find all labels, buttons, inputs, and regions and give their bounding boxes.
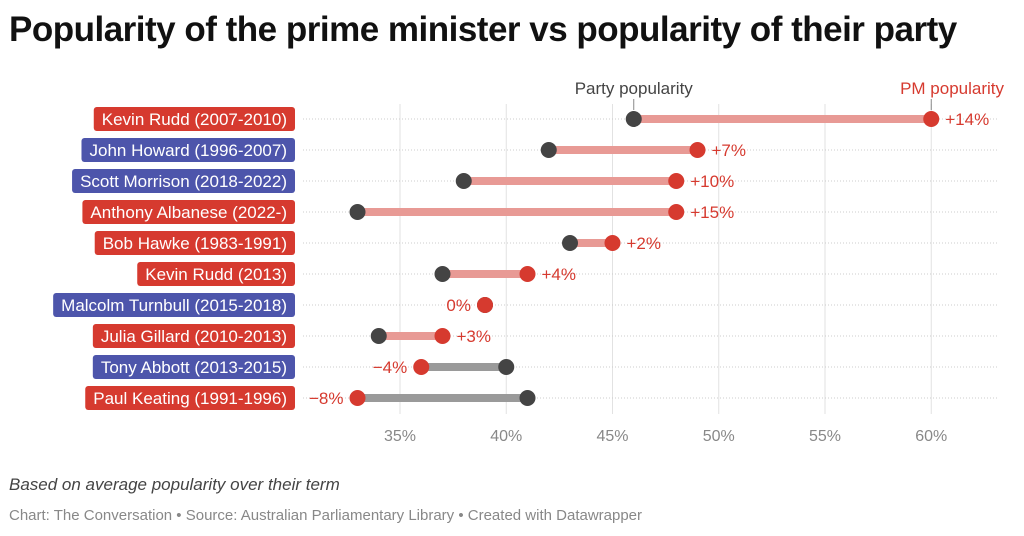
party-label-pill (85, 386, 295, 410)
row-label: Bob Hawke (1983-1991) (103, 234, 287, 253)
difference-label: −4% (373, 358, 408, 377)
difference-label: +14% (945, 110, 989, 129)
pm-popularity-dot (434, 328, 451, 344)
row-label: Kevin Rudd (2007-2010) (102, 110, 287, 129)
pm-popularity-dot (668, 173, 685, 189)
party-popularity-dot (562, 235, 578, 251)
x-tick-label: 60% (915, 428, 947, 445)
difference-label: +15% (690, 203, 734, 222)
difference-label: −8% (309, 389, 344, 408)
difference-label: 0% (446, 296, 471, 315)
difference-label: +3% (457, 327, 492, 346)
row-label: John Howard (1996-2007) (89, 141, 287, 160)
pm-popularity-dot (519, 266, 536, 282)
row-label: Tony Abbott (2013-2015) (101, 358, 287, 377)
party-label-pill (93, 107, 295, 131)
x-tick-label: 50% (703, 428, 735, 445)
party-popularity-dot (349, 204, 366, 220)
legend-party-label: Party popularity (575, 79, 694, 98)
pm-popularity-dot (604, 235, 621, 251)
difference-label: +4% (542, 265, 577, 284)
difference-label: +2% (627, 234, 662, 253)
pm-popularity-dot (349, 390, 366, 406)
x-tick-label: 40% (490, 428, 522, 445)
pm-popularity-dot (413, 359, 430, 375)
dumbbell-chart: 35% 40% 45% 50% 55% 60% Party popularity PM pop… (53, 79, 1004, 445)
row-label: Malcolm Turnbull (2015-2018) (61, 296, 287, 315)
row-label: Anthony Albanese (2022-) (90, 203, 287, 222)
party-label-pill (137, 262, 295, 286)
row-label: Julia Gillard (2010-2013) (101, 327, 287, 346)
row-label: Paul Keating (1991-1996) (93, 389, 287, 408)
difference-label: +10% (690, 172, 734, 191)
row-label: Kevin Rudd (2013) (145, 265, 287, 284)
pm-popularity-dot (923, 111, 940, 127)
row-label: Scott Morrison (2018-2022) (80, 172, 287, 191)
party-label-pill (81, 138, 295, 162)
party-label-pill (92, 324, 295, 348)
party-popularity-dot (498, 359, 515, 375)
party-popularity-dot (625, 111, 642, 127)
party-popularity-dot (434, 266, 451, 282)
chart-source: Chart: The Conversation • Source: Austra… (9, 507, 643, 524)
legend-pm-label: PM popularity (900, 79, 1004, 98)
party-popularity-dot (519, 390, 536, 406)
party-label-pill (92, 355, 295, 379)
difference-label: +7% (712, 141, 747, 160)
x-tick-label: 55% (809, 428, 841, 445)
party-label-pill (53, 293, 295, 317)
party-popularity-dot (370, 328, 387, 344)
chart-note: Based on average popularity over their t… (9, 475, 340, 494)
party-popularity-dot (540, 142, 557, 158)
chart-title: Popularity of the prime minister vs popu… (9, 10, 957, 49)
party-label-pill (94, 231, 295, 255)
pm-popularity-dot (477, 297, 493, 313)
x-tick-label: 45% (596, 428, 628, 445)
x-tick-label: 35% (384, 428, 416, 445)
pm-popularity-dot (668, 204, 685, 220)
pm-popularity-dot (689, 142, 706, 158)
party-label-pill (82, 200, 295, 224)
party-label-pill (72, 169, 295, 193)
party-popularity-dot (455, 173, 472, 189)
